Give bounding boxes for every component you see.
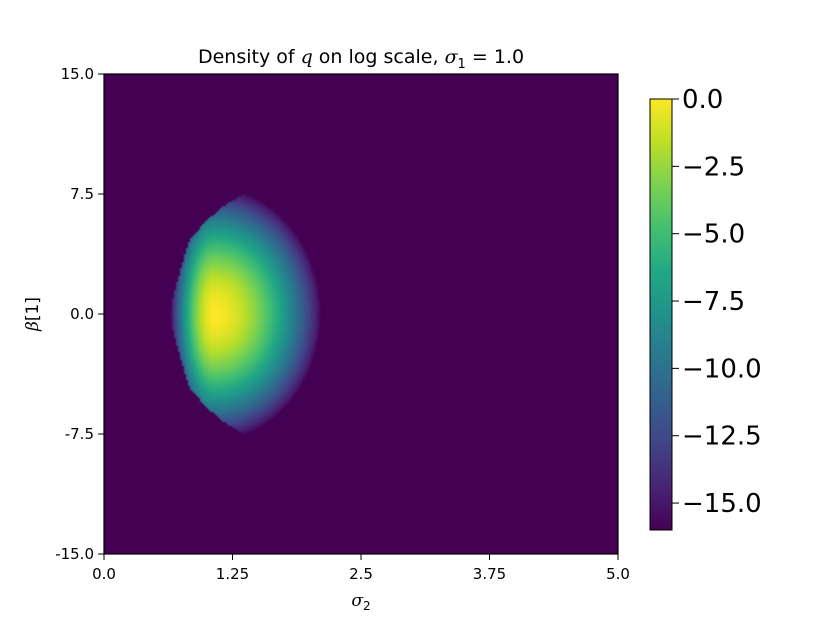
x-tick-label: 5.0 [606,565,630,583]
x-tick-label: 3.75 [473,565,506,583]
colorbar-ticks: 0.0 −2.5 −5.0 −7.5 −10.0 −12.5 −15.0 [672,85,762,519]
colorbar-tick-label: −12.5 [682,422,762,452]
y-axis: 15.0 7.5 0.0 -7.5 -15.0 [55,65,104,563]
y-axis-label: β[1] [23,297,43,332]
y-tick-label: -15.0 [55,545,94,563]
colorbar-tick-label: −2.5 [682,152,745,182]
colorbar-tick-label: −5.0 [682,220,745,250]
colorbar-tick-label: −15.0 [682,489,762,519]
x-axis: 0.0 1.25 2.5 3.75 5.0 [92,554,630,583]
heatmap-image [104,74,618,554]
colorbar-tick-label: −10.0 [682,354,762,384]
x-tick-label: 0.0 [92,565,116,583]
colorbar-tick-label: 0.0 [682,85,723,115]
x-axis-label: σ2 [351,591,370,613]
x-tick-label: 2.5 [349,565,373,583]
y-tick-label: -7.5 [65,425,94,443]
x-tick-label: 1.25 [216,565,249,583]
colorbar: 0.0 −2.5 −5.0 −7.5 −10.0 −12.5 −15.0 [649,85,762,531]
y-tick-label: 7.5 [70,185,94,203]
chart-title: Density of q on log scale, σ1 = 1.0 [198,46,524,72]
y-tick-label: 15.0 [61,65,94,83]
colorbar-gradient [649,98,673,531]
y-tick-label: 0.0 [70,305,94,323]
colorbar-tick-label: −7.5 [682,287,745,317]
